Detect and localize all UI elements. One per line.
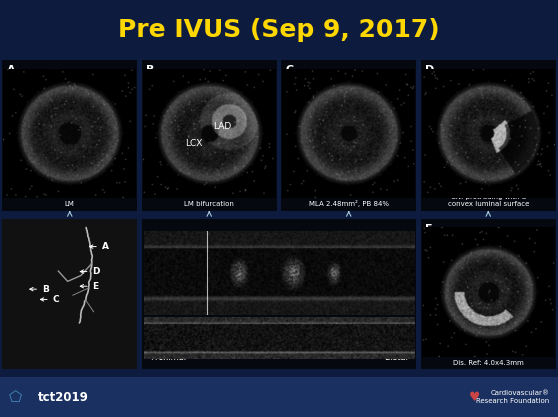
Text: C: C [286, 65, 294, 75]
Text: LAD: LAD [213, 123, 232, 131]
Bar [142, 60, 277, 211]
Text: Pre IVUS (Sep 9, 2017): Pre IVUS (Sep 9, 2017) [118, 18, 440, 42]
Text: A: A [7, 65, 15, 75]
Text: D: D [92, 267, 100, 276]
Text: LM bifurcation: LM bifurcation [184, 201, 234, 207]
Bar [0, 215, 558, 219]
Text: A: A [102, 242, 109, 251]
Bar [144, 314, 414, 315]
Text: E: E [92, 282, 98, 291]
Text: CN: protruding with a
convex luminal surface: CN: protruding with a convex luminal sur… [448, 194, 529, 207]
Text: LCX: LCX [185, 139, 202, 148]
Text: Proximal: Proximal [150, 352, 186, 362]
Text: ♥: ♥ [469, 391, 480, 404]
Text: B: B [42, 285, 49, 294]
Text: B: B [146, 65, 155, 75]
Text: MLA 2.48mm², PB 84%: MLA 2.48mm², PB 84% [309, 200, 389, 207]
Text: C: C [52, 295, 59, 304]
Bar [2, 60, 137, 211]
Text: Dis. Ref: 4.0x4.3mm: Dis. Ref: 4.0x4.3mm [453, 360, 523, 366]
Bar [142, 219, 416, 369]
Text: ⬠: ⬠ [8, 390, 22, 404]
Bar [2, 219, 137, 369]
Bar [421, 60, 556, 211]
Text: tct2019: tct2019 [38, 391, 89, 404]
Bar [281, 60, 416, 211]
Text: Distal: Distal [384, 352, 408, 362]
Text: E: E [425, 224, 433, 234]
Bar [421, 219, 556, 369]
Bar [0, 377, 558, 417]
Text: Cardiovascular®
Research Foundation: Cardiovascular® Research Foundation [477, 390, 550, 404]
Text: D: D [425, 65, 435, 75]
Text: LM: LM [65, 201, 75, 207]
